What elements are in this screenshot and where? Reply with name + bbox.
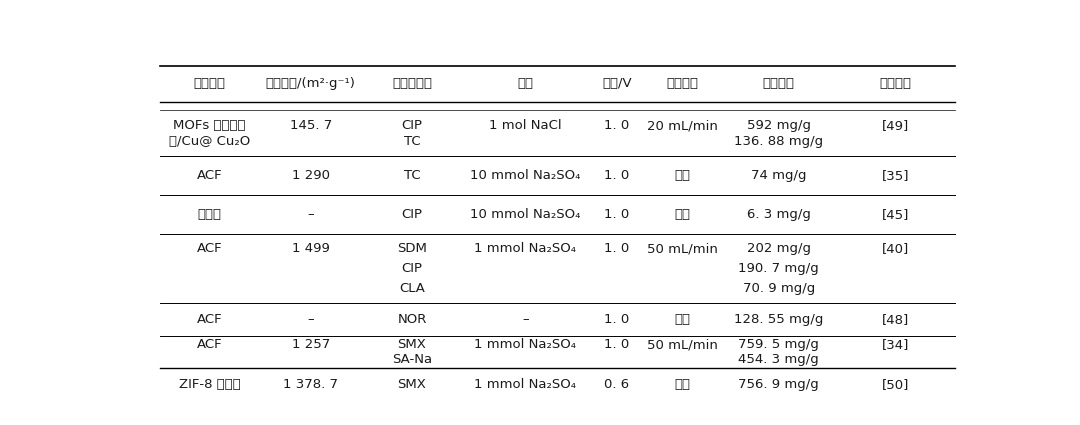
Text: 190. 7 mg/g: 190. 7 mg/g: [739, 262, 819, 275]
Text: 1 mmol Na₂SO₄: 1 mmol Na₂SO₄: [474, 378, 577, 391]
Text: CIP: CIP: [402, 208, 422, 221]
Text: 吸附容量: 吸附容量: [762, 77, 795, 90]
Text: 74 mg/g: 74 mg/g: [751, 169, 807, 182]
Text: 比表面积/(m²·g⁻¹): 比表面积/(m²·g⁻¹): [266, 77, 355, 90]
Text: 1 mmol Na₂SO₄: 1 mmol Na₂SO₄: [474, 338, 577, 351]
Text: –: –: [308, 208, 314, 221]
Text: 流量状态: 流量状态: [666, 77, 699, 90]
Text: TC: TC: [404, 135, 420, 147]
Text: 1. 0: 1. 0: [604, 169, 630, 182]
Text: ACF: ACF: [197, 338, 222, 351]
Text: NOR: NOR: [397, 313, 427, 326]
Text: 1 290: 1 290: [292, 169, 329, 182]
Text: 1 499: 1 499: [292, 242, 329, 255]
Text: 1 mol NaCl: 1 mol NaCl: [489, 119, 562, 133]
Text: 1 mmol Na₂SO₄: 1 mmol Na₂SO₄: [474, 242, 577, 255]
Text: 10 mmol Na₂SO₄: 10 mmol Na₂SO₄: [470, 169, 581, 182]
Text: SMX: SMX: [397, 378, 427, 391]
Text: 10 mmol Na₂SO₄: 10 mmol Na₂SO₄: [470, 208, 581, 221]
Text: 70. 9 mg/g: 70. 9 mg/g: [743, 282, 814, 295]
Text: MOFs 衍生多孔: MOFs 衍生多孔: [173, 119, 246, 133]
Text: 1. 0: 1. 0: [604, 338, 630, 351]
Text: [35]: [35]: [882, 169, 909, 182]
Text: 1. 0: 1. 0: [604, 119, 630, 133]
Text: 静态: 静态: [674, 313, 690, 326]
Text: SA-Na: SA-Na: [392, 353, 432, 366]
Text: 溶液: 溶液: [517, 77, 534, 90]
Text: 静态: 静态: [674, 208, 690, 221]
Text: 202 mg/g: 202 mg/g: [746, 242, 811, 255]
Text: 电极材料: 电极材料: [193, 77, 226, 90]
Text: 静态: 静态: [674, 169, 690, 182]
Text: [49]: [49]: [882, 119, 909, 133]
Text: 20 mL/min: 20 mL/min: [647, 119, 718, 133]
Text: 128. 55 mg/g: 128. 55 mg/g: [734, 313, 823, 326]
Text: 石墨毡: 石墨毡: [198, 208, 221, 221]
Text: ACF: ACF: [197, 169, 222, 182]
Text: SDM: SDM: [397, 242, 427, 255]
Text: 759. 5 mg/g: 759. 5 mg/g: [739, 338, 819, 351]
Text: –: –: [522, 313, 529, 326]
Text: 1 257: 1 257: [292, 338, 329, 351]
Text: 50 mL/min: 50 mL/min: [647, 242, 718, 255]
Text: 目标污染物: 目标污染物: [392, 77, 432, 90]
Text: –: –: [308, 313, 314, 326]
Text: 1. 0: 1. 0: [604, 313, 630, 326]
Text: CIP: CIP: [402, 119, 422, 133]
Text: 1. 0: 1. 0: [604, 242, 630, 255]
Text: [40]: [40]: [882, 242, 909, 255]
Text: [34]: [34]: [882, 338, 909, 351]
Text: 1 378. 7: 1 378. 7: [283, 378, 338, 391]
Text: 145. 7: 145. 7: [289, 119, 332, 133]
Text: [48]: [48]: [882, 313, 909, 326]
Text: 50 mL/min: 50 mL/min: [647, 338, 718, 351]
Text: 756. 9 mg/g: 756. 9 mg/g: [739, 378, 819, 391]
Text: ZIF-8 衍生碳: ZIF-8 衍生碳: [178, 378, 241, 391]
Text: [50]: [50]: [882, 378, 909, 391]
Text: TC: TC: [404, 169, 420, 182]
Text: 1. 0: 1. 0: [604, 208, 630, 221]
Text: 参考文献: 参考文献: [880, 77, 912, 90]
Text: 碳/Cu@ Cu₂O: 碳/Cu@ Cu₂O: [168, 135, 251, 147]
Text: 0. 6: 0. 6: [604, 378, 630, 391]
Text: ACF: ACF: [197, 242, 222, 255]
Text: CIP: CIP: [402, 262, 422, 275]
Text: 592 mg/g: 592 mg/g: [746, 119, 811, 133]
Text: 454. 3 mg/g: 454. 3 mg/g: [739, 353, 819, 366]
Text: ACF: ACF: [197, 313, 222, 326]
Text: 136. 88 mg/g: 136. 88 mg/g: [734, 135, 823, 147]
Text: SMX: SMX: [397, 338, 427, 351]
Text: CLA: CLA: [400, 282, 426, 295]
Text: [45]: [45]: [882, 208, 909, 221]
Text: 静态: 静态: [674, 378, 690, 391]
Text: 电压/V: 电压/V: [602, 77, 632, 90]
Text: 6. 3 mg/g: 6. 3 mg/g: [746, 208, 811, 221]
